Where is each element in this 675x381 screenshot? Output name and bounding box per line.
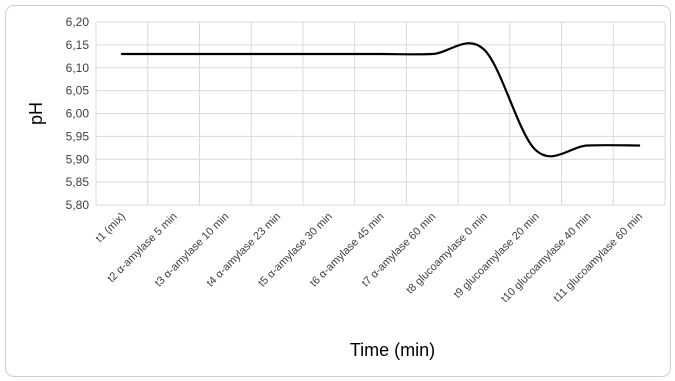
series-line <box>120 42 641 158</box>
x-tick-label: t9 glucoamylase 20 min <box>452 211 542 301</box>
y-tick-label: 6,20 <box>66 15 90 29</box>
x-tick-label: t11 glucoamylase 60 min <box>551 211 645 305</box>
y-axis-title: pH <box>26 102 46 125</box>
y-tick-label: 6,15 <box>66 38 90 52</box>
x-tick-label: t10 glucoamylase 40 min <box>499 211 594 306</box>
y-tick-label: 5,95 <box>66 129 90 143</box>
y-tick-label: 5,85 <box>66 175 90 189</box>
x-axis-title: Time (min) <box>350 340 435 360</box>
y-tick-label: 5,90 <box>66 152 90 166</box>
y-tick-labels: 5,80 5,85 5,90 5,95 6,00 6,05 6,10 6,15 6,20 <box>66 15 90 212</box>
x-tick-label: t1 (mix) <box>94 211 128 245</box>
y-tick-label: 6,10 <box>66 61 90 75</box>
grid-lines <box>95 21 666 206</box>
chart-frame <box>5 5 671 377</box>
y-tick-label: 6,05 <box>66 84 90 98</box>
y-tick-label: 6,00 <box>66 107 90 121</box>
y-tick-label: 5,80 <box>66 198 90 212</box>
